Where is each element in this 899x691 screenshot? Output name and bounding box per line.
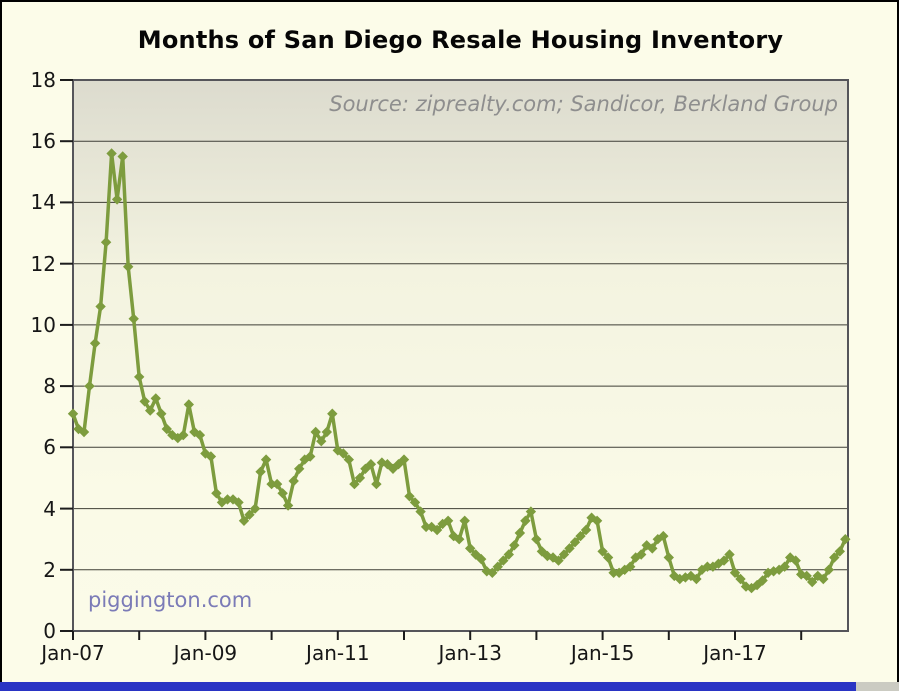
x-axis-label: Jan-11 (306, 641, 370, 665)
y-axis-label: 8 (43, 374, 56, 399)
x-axis-label: Jan-15 (570, 641, 635, 665)
y-axis-label: 14 (30, 190, 56, 215)
x-axis-label: Jan-13 (438, 641, 502, 665)
source-annotation: Source: ziprealty.com; Sandicor, Berklan… (329, 92, 838, 116)
chart-title: Months of San Diego Resale Housing Inven… (137, 26, 784, 54)
x-axis-label: Jan-17 (703, 641, 767, 665)
bottom-edge-bar-end (856, 682, 899, 691)
y-axis-label: 0 (43, 619, 56, 643)
x-axis-label: Jan-09 (173, 641, 238, 665)
y-axis-label: 12 (30, 251, 56, 276)
y-axis-label: 4 (43, 496, 56, 521)
piggington-watermark: piggington.com (88, 588, 253, 612)
y-axis-label: 2 (43, 557, 56, 582)
y-axis-label: 18 (30, 68, 56, 92)
y-axis-label: 16 (30, 129, 56, 154)
y-axis-label: 6 (43, 435, 56, 460)
bottom-edge-bar (0, 682, 856, 691)
x-axis-label: Jan-07 (41, 641, 105, 665)
y-axis-label: 10 (30, 312, 56, 337)
